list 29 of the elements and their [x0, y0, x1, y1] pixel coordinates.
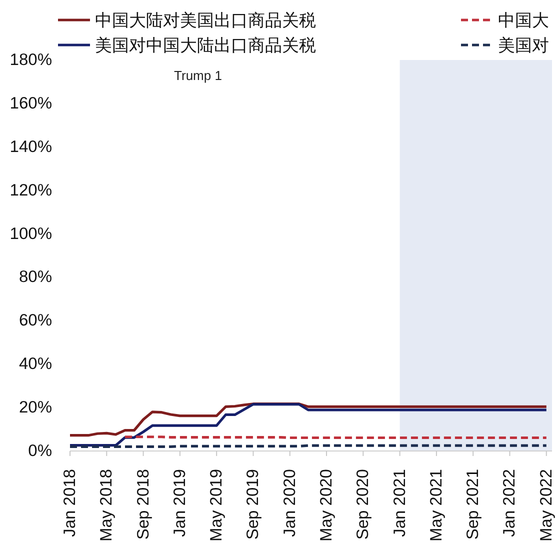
y-tick-label: 100%	[10, 224, 52, 243]
x-tick-label: Jan 2021	[390, 469, 409, 537]
annotation: Trump 1	[174, 68, 222, 83]
y-tick-label: 0%	[28, 442, 52, 460]
y-tick-label: 160%	[10, 94, 52, 112]
x-tick-label: Jan 2020	[280, 469, 299, 537]
x-tick-label: May 2020	[318, 469, 336, 542]
legend-label: 中国大	[498, 10, 549, 30]
legend-label: 美国对中国大陆出口商品关税	[95, 36, 316, 54]
y-tick-label: 60%	[18, 312, 52, 330]
x-tick-label: May 2018	[98, 469, 116, 542]
y-tick-label: 40%	[18, 355, 52, 374]
x-tick-label: Jan 2018	[61, 469, 79, 537]
x-tick-label: Sep 2019	[244, 469, 262, 540]
y-tick-label: 20%	[18, 398, 52, 417]
x-tick-label: May 2019	[208, 469, 226, 542]
legend-label: 美国对	[498, 36, 549, 54]
x-tick-label: May 2022	[537, 469, 556, 542]
x-tick-label: May 2021	[427, 469, 446, 542]
x-tick-label: Jan 2019	[170, 469, 189, 537]
y-tick-label: 180%	[10, 51, 52, 69]
y-tick-label: 80%	[18, 268, 52, 286]
x-tick-label: Sep 2021	[464, 469, 482, 540]
legend-label: 中国大陆对美国出口商品关税	[95, 10, 316, 30]
y-tick-label: 140%	[10, 138, 52, 156]
y-tick-label: 120%	[10, 181, 52, 200]
x-tick-label: Sep 2020	[354, 469, 372, 540]
x-tick-label: Sep 2018	[134, 469, 152, 540]
x-tick-label: Jan 2022	[500, 469, 519, 537]
